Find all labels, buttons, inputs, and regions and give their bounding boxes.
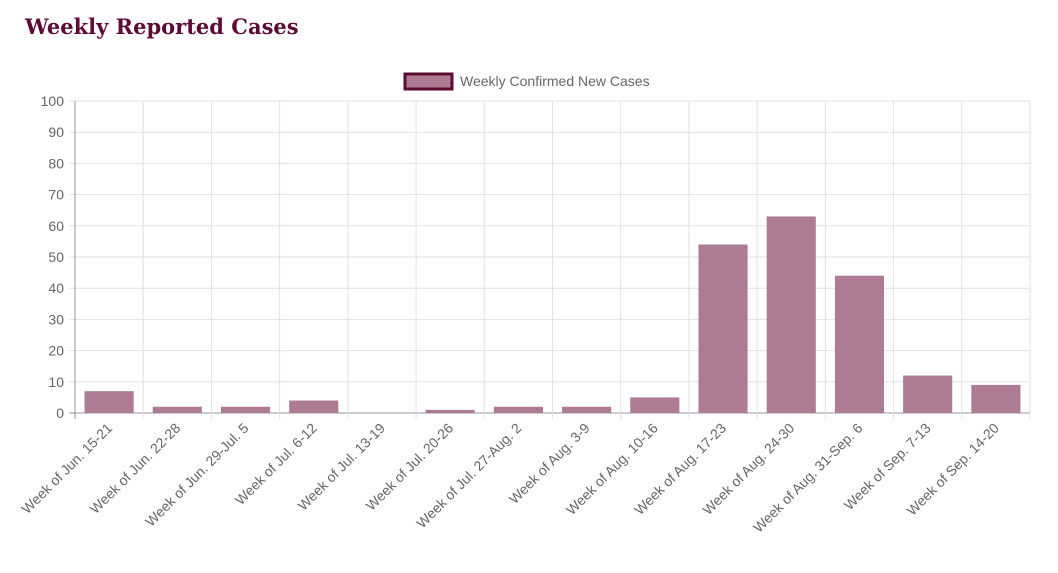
- bar[interactable]: [698, 244, 748, 413]
- y-tick-label: 50: [48, 249, 64, 265]
- bar[interactable]: [562, 406, 612, 413]
- bar[interactable]: [493, 406, 543, 413]
- bar[interactable]: [834, 275, 885, 413]
- bar[interactable]: [971, 384, 1021, 413]
- legend[interactable]: Weekly Confirmed New Cases: [403, 72, 650, 91]
- y-tick-label: 10: [48, 374, 64, 390]
- bar[interactable]: [425, 409, 475, 413]
- bar[interactable]: [84, 391, 134, 413]
- bar[interactable]: [630, 397, 680, 413]
- bar[interactable]: [903, 375, 953, 413]
- page-title: Weekly Reported Cases: [25, 14, 299, 39]
- y-tick-label: 70: [48, 187, 64, 203]
- y-axis-ticks: 0 10 20 30 40 50 60 70 80 90 100: [41, 93, 65, 421]
- y-tick-label: 80: [48, 155, 64, 171]
- y-tick-label: 90: [48, 124, 64, 140]
- bar[interactable]: [152, 406, 202, 413]
- bars: [84, 216, 1021, 413]
- y-tick-label: 60: [48, 218, 64, 234]
- legend-label[interactable]: Weekly Confirmed New Cases: [460, 73, 650, 89]
- y-tick-label: 20: [48, 343, 64, 359]
- legend-swatch[interactable]: [403, 72, 454, 91]
- y-tick-label: 30: [48, 311, 64, 327]
- y-tick-label: 100: [41, 93, 65, 109]
- y-tick-label: 40: [48, 280, 64, 296]
- grid-lines: [69, 100, 1031, 419]
- bar[interactable]: [766, 216, 816, 413]
- x-tick-label: Week of Aug. 31-Sep. 6: [750, 420, 866, 536]
- bar[interactable]: [220, 406, 271, 413]
- bar[interactable]: [289, 400, 339, 413]
- y-tick-label: 0: [56, 405, 64, 421]
